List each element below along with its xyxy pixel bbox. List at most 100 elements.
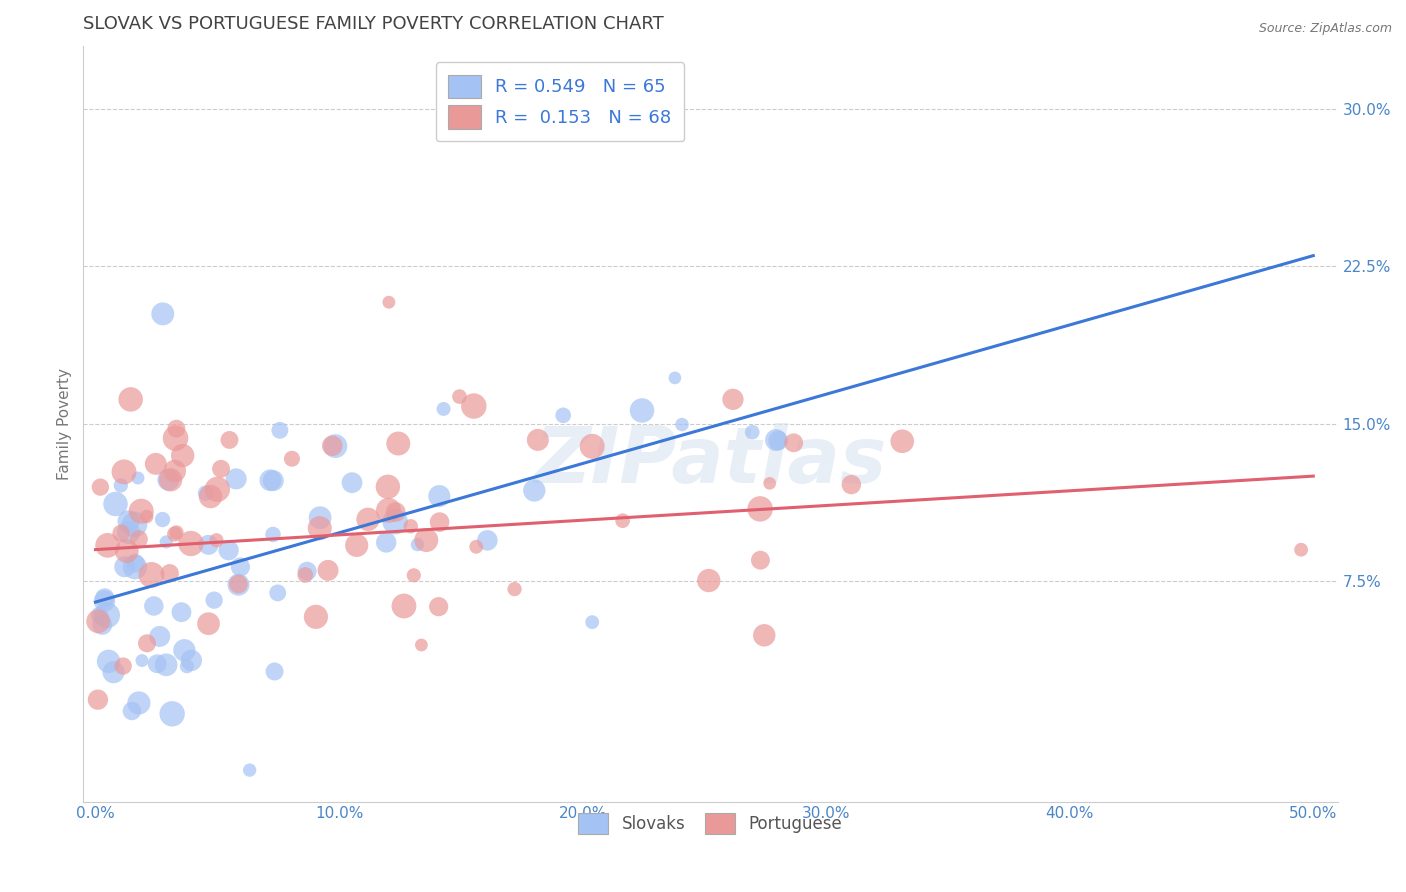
Point	[218, 433, 240, 447]
Point	[553, 409, 575, 423]
Point	[782, 435, 804, 450]
Point	[229, 560, 252, 574]
Legend: Slovaks, Portuguese: Slovaks, Portuguese	[567, 801, 855, 847]
Text: Source: ZipAtlas.com: Source: ZipAtlas.com	[1258, 22, 1392, 36]
Point	[128, 533, 150, 547]
Point	[129, 504, 152, 518]
Point	[631, 403, 654, 417]
Point	[146, 657, 169, 671]
Point	[399, 519, 422, 533]
Point	[228, 577, 250, 591]
Point	[91, 617, 114, 632]
Y-axis label: Family Poverty: Family Poverty	[58, 368, 72, 480]
Point	[163, 527, 186, 541]
Point	[110, 526, 132, 541]
Point	[225, 472, 247, 486]
Point	[721, 392, 744, 407]
Point	[207, 483, 229, 497]
Point	[166, 525, 188, 540]
Point	[127, 471, 149, 485]
Point	[180, 536, 202, 550]
Point	[165, 422, 187, 436]
Point	[465, 540, 488, 554]
Point	[340, 475, 363, 490]
Point	[176, 659, 198, 673]
Point	[131, 654, 153, 668]
Point	[406, 537, 429, 551]
Point	[96, 608, 118, 623]
Point	[104, 497, 127, 511]
Point	[89, 608, 111, 623]
Point	[163, 464, 186, 478]
Point	[180, 653, 202, 667]
Point	[269, 423, 291, 437]
Text: ZIPatlas: ZIPatlas	[534, 424, 887, 500]
Point	[432, 401, 454, 416]
Text: SLOVAK VS PORTUGUESE FAMILY POVERTY CORRELATION CHART: SLOVAK VS PORTUGUESE FAMILY POVERTY CORR…	[83, 15, 664, 33]
Point	[89, 480, 111, 494]
Point	[527, 433, 550, 447]
Point	[97, 654, 120, 668]
Point	[173, 643, 195, 657]
Point	[197, 538, 219, 552]
Point	[377, 480, 399, 494]
Point	[170, 605, 193, 619]
Point	[263, 665, 285, 679]
Point	[664, 371, 686, 385]
Point	[305, 610, 328, 624]
Point	[392, 599, 415, 613]
Point	[124, 517, 146, 532]
Point	[316, 563, 339, 577]
Point	[581, 439, 603, 453]
Point	[120, 392, 142, 407]
Point	[378, 295, 401, 310]
Point	[97, 538, 120, 552]
Point	[267, 586, 290, 600]
Point	[384, 505, 406, 519]
Point	[427, 489, 450, 503]
Point	[228, 577, 250, 591]
Point	[503, 582, 526, 596]
Point	[145, 457, 167, 471]
Point	[136, 636, 159, 650]
Point	[754, 628, 776, 642]
Point	[295, 564, 318, 578]
Point	[155, 535, 177, 549]
Point	[103, 665, 125, 680]
Point	[749, 501, 772, 516]
Point	[766, 434, 789, 448]
Point	[321, 439, 343, 453]
Point	[581, 615, 603, 629]
Point	[384, 515, 406, 529]
Point	[112, 465, 135, 479]
Point	[262, 474, 284, 488]
Point	[415, 533, 437, 547]
Point	[152, 307, 174, 321]
Point	[749, 553, 772, 567]
Point	[427, 599, 450, 614]
Point	[93, 591, 115, 605]
Point	[891, 434, 914, 449]
Point	[149, 629, 172, 643]
Point	[115, 544, 138, 558]
Point	[741, 425, 763, 440]
Point	[117, 514, 139, 528]
Point	[612, 514, 634, 528]
Point	[197, 616, 219, 631]
Point	[159, 473, 181, 487]
Point	[87, 615, 110, 629]
Point	[165, 431, 187, 445]
Point	[218, 543, 240, 558]
Point	[155, 657, 177, 672]
Point	[194, 486, 217, 500]
Point	[325, 439, 347, 453]
Point	[110, 478, 132, 492]
Point	[117, 525, 139, 540]
Point	[202, 593, 225, 607]
Point	[402, 568, 425, 582]
Point	[309, 510, 332, 524]
Point	[114, 559, 136, 574]
Point	[357, 512, 380, 526]
Point	[124, 560, 146, 574]
Point	[121, 704, 143, 718]
